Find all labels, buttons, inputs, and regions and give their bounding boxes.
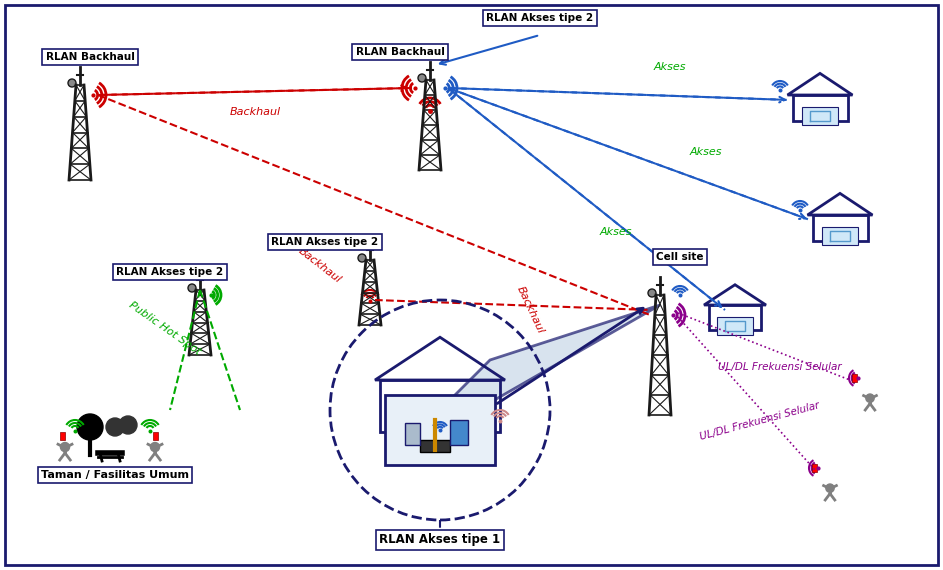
Text: RLAN Akses tipe 2: RLAN Akses tipe 2 xyxy=(487,13,593,23)
Text: Cell site: Cell site xyxy=(656,252,703,262)
Circle shape xyxy=(68,79,76,87)
Text: Backhaul: Backhaul xyxy=(297,245,343,284)
Circle shape xyxy=(106,418,124,436)
Bar xyxy=(405,423,420,445)
Bar xyxy=(153,432,158,440)
Circle shape xyxy=(188,284,196,292)
Text: Akses: Akses xyxy=(600,227,633,237)
Text: Public Hot Spot: Public Hot Spot xyxy=(127,300,203,357)
Circle shape xyxy=(60,442,70,451)
Circle shape xyxy=(826,484,835,492)
Circle shape xyxy=(358,254,366,262)
Text: Backhaul: Backhaul xyxy=(515,285,545,335)
Bar xyxy=(822,227,858,245)
Circle shape xyxy=(119,416,137,434)
Bar xyxy=(380,380,500,432)
Text: UL/DL Frekuensi Selular: UL/DL Frekuensi Selular xyxy=(719,362,842,372)
Text: Akses: Akses xyxy=(690,147,722,157)
Text: RLAN Backhaul: RLAN Backhaul xyxy=(45,52,135,62)
Bar xyxy=(813,215,868,242)
Circle shape xyxy=(648,289,656,297)
Circle shape xyxy=(151,442,159,451)
Text: Backhaul: Backhaul xyxy=(229,107,281,117)
Bar xyxy=(852,374,857,382)
Text: UL/DL Frekuensi Selular: UL/DL Frekuensi Selular xyxy=(699,400,821,442)
Text: RLAN Akses tipe 2: RLAN Akses tipe 2 xyxy=(272,237,378,247)
Bar xyxy=(812,464,817,472)
Polygon shape xyxy=(390,305,660,460)
Text: Taman / Fasilitas Umum: Taman / Fasilitas Umum xyxy=(41,470,189,480)
Bar xyxy=(60,432,65,440)
Text: RLAN Akses tipe 1: RLAN Akses tipe 1 xyxy=(379,534,501,547)
Bar xyxy=(420,440,450,452)
Circle shape xyxy=(418,74,426,82)
Text: RLAN Akses tipe 2: RLAN Akses tipe 2 xyxy=(116,267,223,277)
Bar xyxy=(717,317,753,335)
Bar xyxy=(792,95,848,121)
Circle shape xyxy=(77,414,103,440)
Bar xyxy=(450,420,468,445)
Text: RLAN Backhaul: RLAN Backhaul xyxy=(356,47,444,57)
Text: Akses: Akses xyxy=(653,62,687,72)
Bar xyxy=(709,305,761,330)
Bar xyxy=(802,107,838,125)
Circle shape xyxy=(866,394,874,402)
Bar xyxy=(385,395,495,465)
